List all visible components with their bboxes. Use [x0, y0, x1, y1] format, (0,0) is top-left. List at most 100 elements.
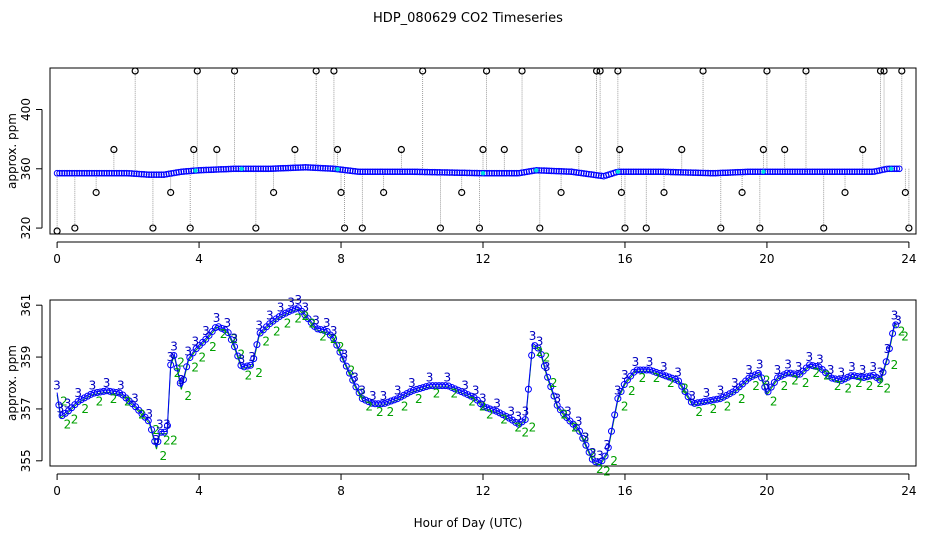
top-baseline-point: [664, 168, 672, 176]
bottom-marker-label-2: 2: [170, 433, 178, 447]
bottom-y-tick-label: 357: [19, 397, 33, 420]
bottom-series-point: [598, 457, 606, 465]
top-baseline-point: [88, 169, 96, 177]
top-baseline-point: [334, 165, 342, 173]
top-baseline-point: [307, 164, 314, 171]
top-outlier-point: [898, 67, 906, 75]
bottom-marker-label-3: 3: [660, 360, 668, 374]
bottom-marker-label-2: 2: [695, 405, 703, 419]
top-baseline-point: [771, 168, 779, 176]
bottom-series-point: [553, 401, 561, 409]
top-baseline-point: [853, 168, 861, 176]
top-baseline-point: [322, 165, 329, 172]
bottom-series-point: [218, 324, 226, 332]
bottom-series-point: [112, 389, 120, 397]
top-baseline-point: [289, 164, 297, 172]
top-baseline-point: [150, 171, 158, 179]
top-baseline-point: [361, 168, 369, 176]
top-baseline-point: [96, 169, 103, 177]
top-baseline-point: [505, 169, 513, 177]
bottom-marker-label-2: 2: [174, 366, 182, 380]
bottom-series-point: [413, 385, 421, 393]
bottom-series-point: [355, 389, 363, 397]
top-y-axis-label: approx. ppm: [5, 113, 19, 189]
top-baseline-point: [585, 170, 593, 178]
top-baseline-point: [652, 168, 660, 176]
bottom-marker-label-2: 2: [543, 350, 551, 364]
top-baseline-point: [640, 168, 647, 176]
top-x-tick-label: 0: [53, 252, 61, 266]
top-baseline-point: [786, 168, 794, 176]
bottom-series-point: [278, 311, 286, 319]
bottom-series-point: [879, 368, 887, 376]
top-baseline-point: [796, 168, 804, 176]
top-baseline-point: [63, 169, 71, 177]
top-baseline-point: [319, 164, 327, 172]
top-baseline-point: [707, 169, 714, 177]
bottom-series-point: [416, 384, 424, 392]
top-plot-frame: [49, 67, 917, 235]
top-baseline-point: [580, 170, 588, 177]
top-baseline-point: [302, 164, 309, 171]
top-outlier-point: [763, 67, 771, 75]
top-baseline-point: [446, 169, 453, 176]
top-baseline-point: [354, 168, 362, 175]
top-baseline-point: [448, 169, 456, 176]
top-baseline-point: [466, 169, 473, 177]
top-baseline-point: [843, 168, 851, 176]
bottom-marker-label-3: 3: [894, 314, 902, 328]
top-baseline-point: [816, 168, 824, 176]
top-baseline-point: [262, 165, 270, 173]
top-baseline-point: [349, 167, 357, 175]
top-baseline-point: [68, 169, 76, 177]
bottom-series-point: [646, 366, 654, 374]
top-baseline-point: [125, 170, 133, 177]
top-outlier-point: [880, 67, 888, 75]
bottom-series-point: [751, 371, 759, 379]
bottom-series-point: [758, 374, 766, 382]
bottom-series-point: [547, 383, 555, 391]
bottom-marker-label-3: 3: [302, 301, 310, 315]
top-baseline-point: [416, 168, 424, 176]
top-baseline-point: [61, 169, 68, 177]
bottom-series-point: [90, 389, 98, 397]
top-baseline-point: [746, 168, 754, 176]
bottom-marker-label-3: 3: [507, 404, 515, 418]
top-baseline-point: [533, 166, 540, 174]
bottom-marker-label-3: 3: [461, 378, 469, 392]
top-baseline-point: [123, 169, 130, 177]
bottom-series-point: [464, 391, 472, 399]
bottom-series-point: [675, 377, 683, 385]
bottom-series-point: [384, 398, 392, 406]
top-baseline-point: [83, 169, 91, 177]
top-baseline-point: [503, 169, 511, 177]
top-baseline-point: [394, 168, 401, 176]
bottom-marker-label-2: 2: [255, 366, 263, 380]
bottom-series-point: [151, 437, 159, 445]
bottom-marker-label-3: 3: [891, 308, 899, 322]
bottom-marker-label-2: 2: [199, 350, 207, 364]
bottom-marker-label-3: 3: [53, 378, 61, 392]
bottom-series-point: [697, 398, 705, 406]
top-baseline-point: [510, 169, 518, 177]
top-baseline-point: [282, 164, 289, 172]
top-baseline-point: [833, 168, 841, 176]
top-baseline-point: [344, 167, 352, 174]
top-baseline-point: [287, 164, 294, 172]
bottom-series-point: [160, 428, 168, 436]
bottom-series-point: [377, 400, 385, 408]
bottom-series-point: [362, 396, 370, 404]
bottom-series-point: [837, 376, 845, 384]
bottom-series-point: [703, 397, 711, 405]
top-baseline-point: [324, 165, 332, 172]
top-baseline-point: [260, 165, 267, 173]
bottom-series-point: [534, 344, 542, 352]
top-outlier-point: [333, 145, 342, 154]
bottom-series-point: [828, 374, 836, 382]
bottom-series-point: [841, 375, 849, 383]
top-outlier-point: [536, 224, 544, 232]
top-outlier-point: [458, 188, 466, 197]
bottom-marker-label-3: 3: [156, 417, 164, 431]
top-outlier-point: [190, 145, 198, 154]
